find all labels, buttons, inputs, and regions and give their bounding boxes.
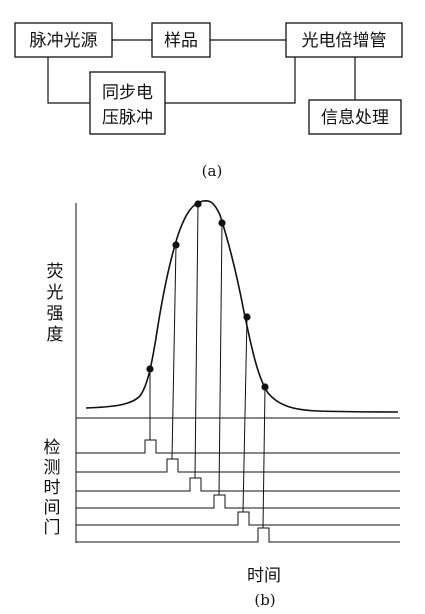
pmt-label: 光电倍增管 [302,31,387,51]
sample-label: 样品 [164,31,198,51]
sample-box [151,22,211,58]
sync-pulse-box [89,71,166,135]
fluorescence-curve [85,199,399,413]
pulse-source-box [14,22,113,58]
y-label-char-2: 光 [47,283,64,303]
gate-label-char-5: 门 [44,518,61,538]
caption-b: (b) [254,591,275,609]
gate-label-char-4: 间 [44,498,61,518]
x-axis-label: 时间 [247,566,281,586]
drop-line-4 [218,222,223,496]
gate-trace-1 [76,439,400,454]
drop-line-3 [194,203,199,479]
wire-sync-pmt [165,57,296,104]
y-label-char-3: 强 [47,304,64,324]
gate-trace-4 [76,494,400,509]
info-processing-label: 信息处理 [321,108,389,128]
wire-source-sync [47,57,90,104]
gate-trace-2 [76,458,400,473]
caption-a: (a) [202,162,223,180]
sync-pulse-label-line1: 同步电 [102,83,153,103]
gate-trace-3 [76,477,400,492]
info-processing-box [308,99,402,135]
drop-line-5 [242,316,248,513]
gate-label-char-2: 测 [44,458,61,478]
gate-label-char-3: 时 [44,478,61,498]
pmt-box [285,22,403,58]
drop-line-6 [262,386,266,529]
drop-line-2 [171,244,177,460]
sync-pulse-label-line2: 压脉冲 [102,108,153,128]
pulse-source-label: 脉冲光源 [30,31,98,51]
gate-label-char-1: 检 [44,438,61,458]
block-diagram: 脉冲光源 样品 光电倍增管 同步电 压脉冲 信息处理 [14,22,403,135]
gate-trace-6 [76,527,400,543]
y-label-char-1: 荧 [47,262,64,282]
y-label-char-4: 度 [47,325,64,345]
gating-plot: 荧 光 强 度 检 测 时 间 门 时间 [44,199,400,586]
gate-trace-5 [76,511,400,526]
